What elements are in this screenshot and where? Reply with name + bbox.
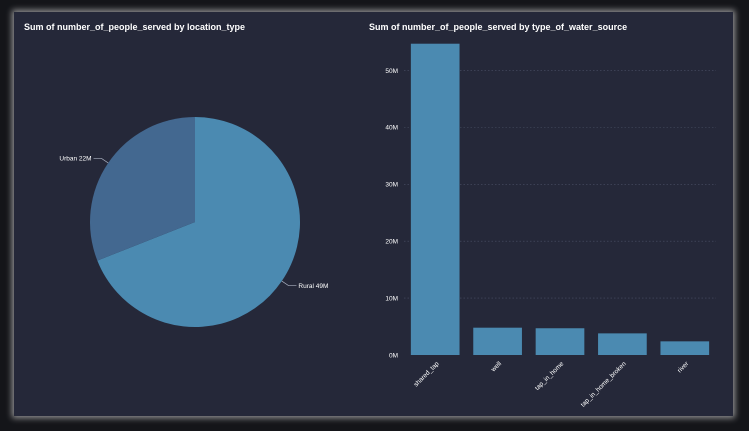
bar-chart-svg: 0M 10M 20M 30M 40M 50M shared_tap well tap_in_ho… [385,43,716,409]
pie-data-label-rural: Rural 49M [298,283,328,290]
pie-chart-visual[interactable]: Sum of number_of_people_served by locati… [14,12,364,416]
bar-tap-in-home-broken[interactable] [598,333,647,355]
pie-chart-title: Sum of number_of_people_served by locati… [24,22,246,32]
pie-slice-urban[interactable] [89,117,195,261]
x-tick-label-river: river [676,360,690,374]
y-tick-label-0m: 0M [389,352,398,359]
bar-river[interactable] [660,341,710,355]
bar-well[interactable] [473,327,522,355]
pie-data-label-urban: Urban 22M [59,156,91,163]
dashboard-canvas: Sum of number_of_people_served by locati… [14,12,733,416]
y-tick-label-40m: 40M [385,125,398,132]
x-tick-label-shared-tap: shared_tap [413,360,441,388]
x-tick-label-tap-in-home-broken: tap_in_home_broken [580,360,628,408]
y-tick-label-50m: 50M [385,68,398,75]
bar-chart-visual[interactable]: Sum of number_of_people_served by type_o… [366,12,733,416]
bar-tap-in-home[interactable] [535,328,585,355]
y-tick-label-10m: 10M [385,295,398,302]
bar-shared-tap[interactable] [410,43,460,355]
x-tick-label-well: well [489,360,503,374]
bar-chart-title: Sum of number_of_people_served by type_o… [369,22,628,32]
x-tick-label-tap-in-home: tap_in_home [534,360,566,392]
pie-slice-rural[interactable] [97,117,300,327]
pie-leader-line-urban [93,158,109,164]
y-tick-label-30m: 30M [385,182,398,189]
y-tick-label-20m: 20M [385,238,398,245]
pie-chart-svg: Rural 49M Urban 22M [59,117,328,327]
pie-leader-line-rural [281,280,297,286]
